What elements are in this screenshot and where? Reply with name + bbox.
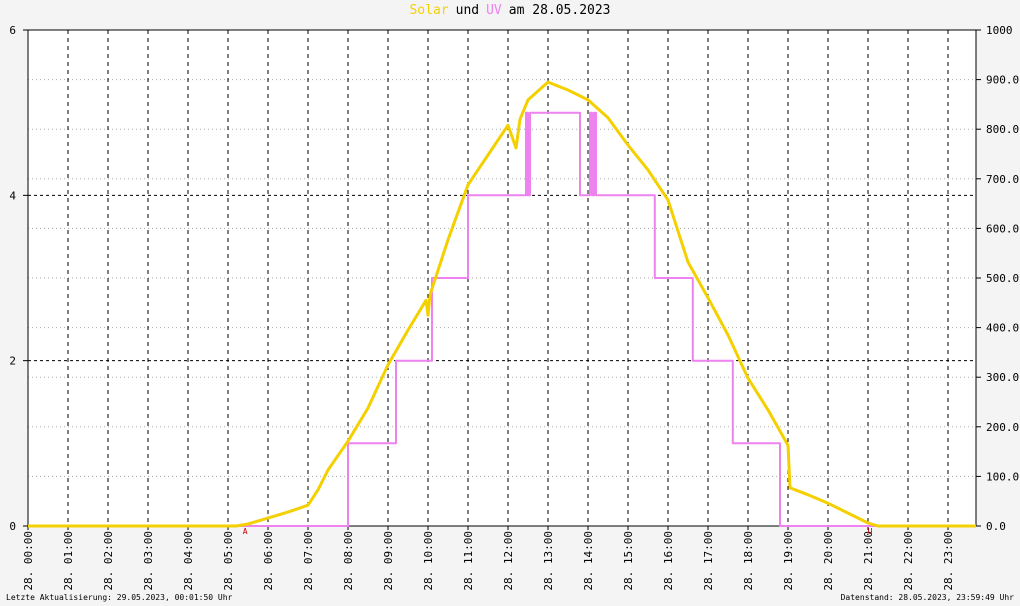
x-tick-label: 28. 21:00: [862, 531, 875, 591]
x-tick-label: 28. 20:00: [822, 531, 835, 591]
plot-area: [28, 30, 976, 526]
annotation: U: [868, 527, 873, 536]
y2-tick-label: 500.0: [986, 272, 1019, 285]
x-tick-label: 28. 08:00: [342, 531, 355, 591]
annotation: A: [243, 527, 248, 536]
footer-left: Letzte Aktualisierung: 29.05.2023, 00:01…: [6, 593, 233, 602]
y-tick-label: 0: [9, 520, 16, 533]
plot-frame: [27, 29, 977, 527]
x-tick-label: 28. 09:00: [382, 531, 395, 591]
series-line: [28, 111, 976, 527]
x-tick-label: 28. 12:00: [502, 531, 515, 591]
y2-tick-label: 200.0: [986, 421, 1019, 434]
y2-tick-label: 900.0: [986, 74, 1019, 87]
title-part: und: [456, 3, 479, 18]
x-tick-label: 28. 17:00: [702, 531, 715, 591]
x-tick-label: 28. 11:00: [462, 531, 475, 591]
x-tick-label: 28. 02:00: [102, 531, 115, 591]
y-tick-label: 2: [9, 355, 16, 368]
x-tick-label: 28. 10:00: [422, 531, 435, 591]
title-part: am 28.05.2023: [509, 3, 611, 18]
y-tick-label: 4: [9, 189, 16, 202]
title-part: Solar: [409, 3, 448, 18]
y2-tick-label: 300.0: [986, 371, 1019, 384]
x-tick-label: 28. 04:00: [182, 531, 195, 591]
footer-right: Datenstand: 28.05.2023, 23:59:49 Uhr: [841, 593, 1015, 602]
x-tick-label: 28. 22:00: [902, 531, 915, 591]
y2-tick-label: 0.0: [986, 520, 1006, 533]
x-tick-label: 28. 15:00: [622, 531, 635, 591]
y2-tick-label: 700.0: [986, 173, 1019, 186]
x-tick-label: 28. 01:00: [62, 531, 75, 591]
y2-tick-label: 100.0: [986, 470, 1019, 483]
x-tick-label: 28. 14:00: [582, 531, 595, 591]
x-tick-label: 28. 18:00: [742, 531, 755, 591]
y2-tick-label: 400.0: [986, 322, 1019, 335]
y2-tick-label: 600.0: [986, 222, 1019, 235]
y-tick-label: 6: [9, 24, 16, 37]
y2-tick-label: 1000: [986, 24, 1013, 37]
x-tick-label: 28. 19:00: [782, 531, 795, 591]
series-line: [28, 80, 976, 528]
x-tick-label: 28. 13:00: [542, 531, 555, 591]
x-tick-label: 28. 05:00: [222, 531, 235, 591]
x-tick-label: 28. 07:00: [302, 531, 315, 591]
x-tick-label: 28. 23:00: [942, 531, 955, 591]
x-tick-label: 28. 03:00: [142, 531, 155, 591]
x-tick-label: 28. 00:00: [22, 531, 35, 591]
title-part: UV: [486, 3, 502, 18]
chart-title: Solar und UV am 28.05.2023: [409, 3, 610, 18]
x-tick-label: 28. 16:00: [662, 531, 675, 591]
y2-tick-label: 800.0: [986, 123, 1019, 136]
x-tick-label: 28. 06:00: [262, 531, 275, 591]
